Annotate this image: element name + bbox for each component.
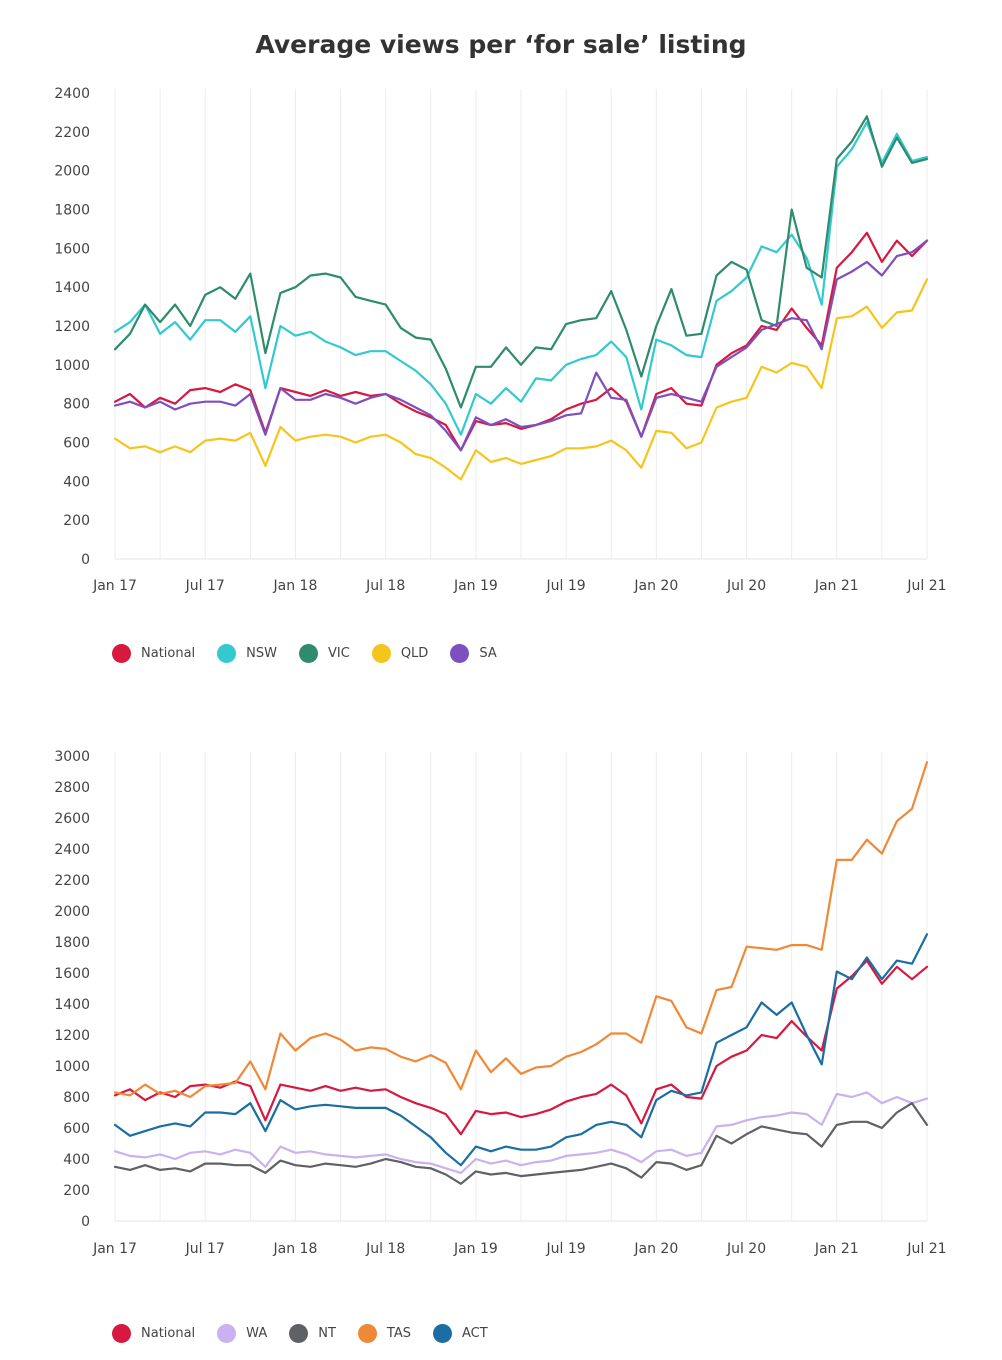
y-tick-label: 2200 xyxy=(54,125,90,141)
legend-item-sa: SA xyxy=(450,644,497,663)
x-tick-label: Jan 20 xyxy=(633,1241,678,1257)
x-tick-label: Jul 18 xyxy=(365,1241,405,1257)
y-tick-label: 1800 xyxy=(54,935,90,951)
legend-swatch xyxy=(289,1324,309,1343)
legend-item-vic: VIC xyxy=(299,644,350,663)
legend-swatch xyxy=(357,1324,377,1343)
legend-label: NT xyxy=(318,1326,336,1341)
x-tick-label: Jul 17 xyxy=(185,1241,225,1257)
series-line-sa xyxy=(113,239,929,452)
legend-item-tas: TAS xyxy=(357,1324,411,1343)
legend-item-nt: NT xyxy=(289,1324,336,1343)
y-tick-label: 2800 xyxy=(54,780,90,796)
series-line-national xyxy=(113,959,929,1136)
series-line-act xyxy=(113,933,929,1167)
x-tick-label: Jan 20 xyxy=(633,578,678,594)
y-tick-label: 800 xyxy=(63,397,90,413)
y-tick-label: 2200 xyxy=(54,873,90,889)
series-line-nsw xyxy=(113,120,929,436)
legend-label: VIC xyxy=(328,646,350,661)
y-tick-label: 2400 xyxy=(54,86,90,102)
legend-item-qld: QLD xyxy=(371,644,429,663)
legend-swatch xyxy=(299,644,319,663)
y-tick-label: 1000 xyxy=(54,1059,90,1075)
y-tick-label: 1200 xyxy=(54,319,90,335)
y-tick-label: 1000 xyxy=(54,358,90,374)
legend-label: National xyxy=(141,646,196,661)
legend-label: WA xyxy=(246,1326,268,1341)
x-tick-label: Jul 19 xyxy=(546,1241,586,1257)
legend-swatch xyxy=(217,644,237,663)
y-tick-label: 1600 xyxy=(54,966,90,982)
legend-swatch xyxy=(217,1324,237,1343)
y-tick-label: 400 xyxy=(63,474,90,490)
y-tick-label: 400 xyxy=(63,1152,90,1168)
legend-label: ACT xyxy=(461,1326,488,1341)
y-tick-label: 0 xyxy=(81,1214,90,1230)
legend-item-national: National xyxy=(112,644,195,663)
x-tick-label: Jan 19 xyxy=(453,1241,498,1257)
y-tick-label: 200 xyxy=(63,513,90,529)
y-tick-label: 1400 xyxy=(54,280,90,296)
y-tick-label: 600 xyxy=(63,1121,90,1137)
gridlines xyxy=(114,89,928,559)
y-tick-label: 2600 xyxy=(54,811,90,827)
legend-item-nsw: NSW xyxy=(217,644,277,663)
legend-label: National xyxy=(141,1326,196,1341)
x-tick-label: Jul 21 xyxy=(906,1241,946,1257)
y-tick-label: 600 xyxy=(63,436,90,452)
legend-label: QLD xyxy=(400,646,429,661)
y-tick-label: 1400 xyxy=(54,997,90,1013)
x-tick-label: Jan 17 xyxy=(92,578,137,594)
chart-bottom: 0 200 400 600 800 1000 1200 1400 1600 1800 2000 220… xyxy=(54,749,946,1257)
y-tick-label: 2000 xyxy=(54,904,90,920)
y-tick-label: 2000 xyxy=(54,164,90,180)
x-tick-label: Jul 20 xyxy=(726,578,766,594)
y-tick-label: 1200 xyxy=(54,1028,90,1044)
y-tick-label: 3000 xyxy=(54,749,90,765)
y-tick-label: 1800 xyxy=(54,203,90,219)
x-tick-label: Jan 21 xyxy=(814,578,859,594)
legend-swatch xyxy=(450,644,470,663)
gridlines xyxy=(114,752,928,1221)
y-tick-label: 2400 xyxy=(54,842,90,858)
legend-swatch xyxy=(112,1324,131,1343)
legend-label: NSW xyxy=(246,646,278,661)
legend-item-wa: WA xyxy=(217,1324,267,1343)
y-tick-label: 1600 xyxy=(54,241,90,257)
legend-label: TAS xyxy=(386,1326,411,1341)
legend-label: SA xyxy=(479,646,497,661)
series-line-wa xyxy=(113,1091,929,1174)
series-line-tas xyxy=(113,761,929,1099)
y-tick-label: 800 xyxy=(63,1090,90,1106)
x-tick-label: Jan 18 xyxy=(273,1241,318,1257)
legend-item-act: ACT xyxy=(432,1324,488,1343)
chart-top: 0 200 400 600 800 1000 1200 1400 1600 1800 2000 220… xyxy=(54,86,946,594)
x-tick-label: Jul 20 xyxy=(726,1241,766,1257)
y-tick-label: 0 xyxy=(81,552,90,568)
x-tick-label: Jul 18 xyxy=(365,578,405,594)
series-line-nt xyxy=(113,1102,929,1185)
chart-title: Average views per ‘for sale’ listing xyxy=(255,30,747,59)
x-tick-label: Jul 17 xyxy=(185,578,225,594)
legend-item-national: National xyxy=(112,1324,195,1343)
x-tick-label: Jan 19 xyxy=(453,578,498,594)
legend-top: National NSW VIC QLD SA xyxy=(112,644,519,663)
legend-bottom: National WA NT TAS ACT xyxy=(112,1324,510,1343)
x-tick-label: Jan 18 xyxy=(273,578,318,594)
y-tick-label: 200 xyxy=(63,1183,90,1199)
series-line-vic xyxy=(113,115,929,409)
x-tick-label: Jul 21 xyxy=(906,578,946,594)
x-tick-label: Jan 17 xyxy=(92,1241,137,1257)
legend-swatch xyxy=(371,644,391,663)
series-line-qld xyxy=(113,278,929,481)
x-tick-label: Jan 21 xyxy=(814,1241,859,1257)
legend-swatch xyxy=(112,644,131,663)
legend-swatch xyxy=(432,1324,452,1343)
series-line-national xyxy=(113,231,929,452)
x-tick-label: Jul 19 xyxy=(546,578,586,594)
